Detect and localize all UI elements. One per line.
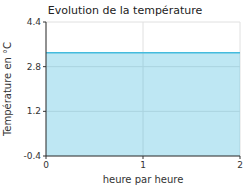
y-tick-label: -0.4 bbox=[23, 151, 41, 161]
x-axis-label: heure par heure bbox=[103, 174, 184, 185]
y-tick-label: 4.4 bbox=[27, 17, 42, 27]
chart: 0 1 2 -0.4 1.2 2.8 4.4 Evolution de la températ… bbox=[0, 0, 250, 188]
line bbox=[46, 52, 240, 54]
y-tick bbox=[43, 22, 46, 23]
grid-line bbox=[46, 22, 47, 156]
y-tick bbox=[43, 156, 46, 157]
grid bbox=[46, 22, 240, 156]
x-tick-label: 0 bbox=[43, 160, 49, 170]
axes: 0 1 2 -0.4 1.2 2.8 4.4 bbox=[23, 17, 242, 170]
x-tick bbox=[240, 156, 241, 159]
plot-area bbox=[46, 53, 240, 156]
x-tick-label: 2 bbox=[237, 160, 243, 170]
y-tick-label: 1.2 bbox=[27, 106, 41, 116]
chart-container: 0 1 2 -0.4 1.2 2.8 4.4 Evolution de la températ… bbox=[0, 0, 250, 188]
y-tick bbox=[43, 111, 46, 112]
y-axis-line bbox=[46, 22, 47, 156]
area bbox=[46, 53, 240, 156]
x-tick-label: 1 bbox=[140, 160, 146, 170]
x-tick bbox=[143, 156, 144, 159]
y-axis-label: Température en °C bbox=[2, 42, 13, 137]
title: Evolution de la température bbox=[48, 4, 203, 17]
y-tick-label: 2.8 bbox=[27, 62, 42, 72]
y-tick bbox=[43, 66, 46, 67]
